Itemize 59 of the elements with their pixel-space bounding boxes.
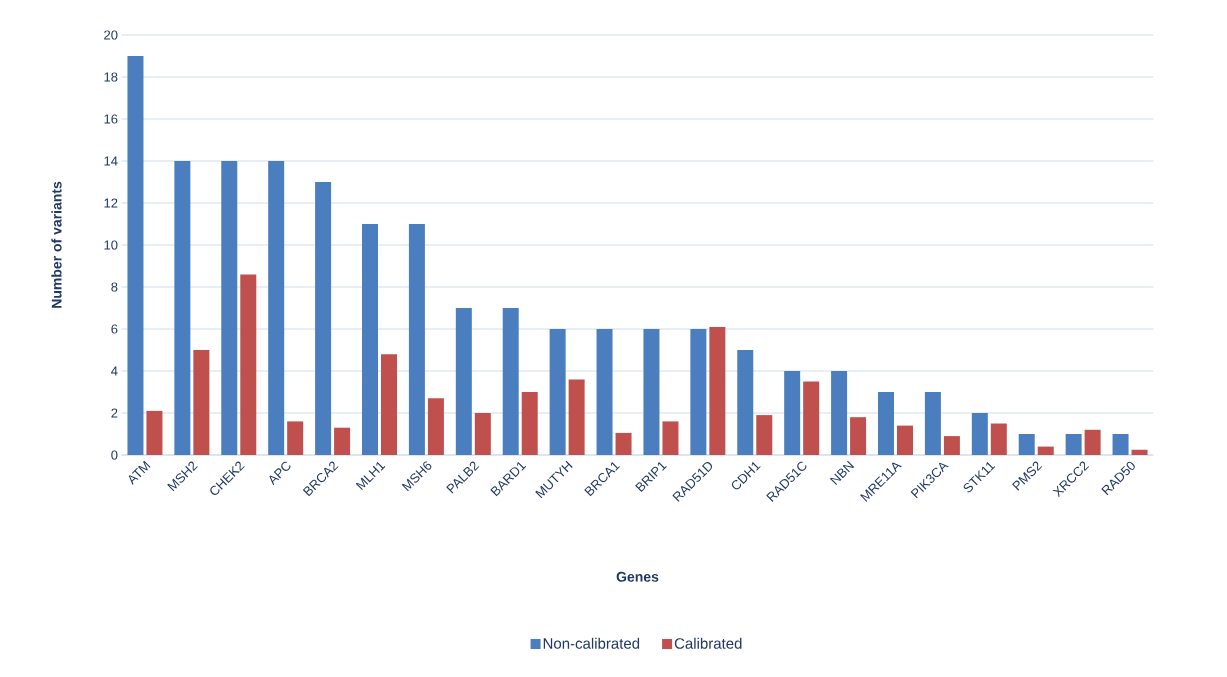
y-tick-label: 18 [104, 72, 118, 82]
bar [615, 432, 632, 455]
y-tick-label: 20 [104, 30, 118, 40]
y-tick-label: 2 [111, 408, 118, 418]
bar [221, 161, 238, 455]
y-tick-label: 8 [111, 282, 118, 292]
bar [287, 421, 304, 455]
bar [127, 56, 144, 455]
bar [831, 371, 848, 455]
y-tick-label: 6 [111, 324, 118, 334]
bar [662, 421, 679, 455]
y-tick-label: 12 [104, 198, 118, 208]
bar [1112, 434, 1129, 455]
bar [568, 379, 585, 455]
bar [502, 308, 519, 455]
bar [1037, 446, 1054, 455]
bar [427, 398, 444, 455]
y-tick-label: 0 [111, 450, 118, 460]
bar [643, 329, 660, 455]
bar [334, 427, 351, 455]
bar [897, 425, 913, 455]
x-axis-title: Genes [616, 571, 659, 582]
bar [784, 371, 801, 455]
bar [943, 436, 960, 455]
bar [549, 329, 566, 455]
bar [924, 392, 941, 455]
bar [521, 392, 538, 455]
bar [877, 392, 894, 455]
bar [240, 274, 257, 455]
legend-label: Non-calibrated [543, 637, 640, 649]
bar [1084, 429, 1101, 455]
bar [474, 413, 491, 455]
bar [362, 224, 378, 455]
bar [596, 329, 613, 455]
y-tick-label: 10 [104, 240, 118, 250]
bar [737, 350, 754, 455]
bar [709, 326, 726, 455]
y-tick-label: 4 [111, 366, 118, 376]
bar [756, 415, 773, 455]
bar [990, 423, 1007, 455]
bar [408, 224, 425, 455]
bar [268, 161, 285, 455]
bar [850, 417, 867, 455]
y-tick-label: 14 [104, 156, 118, 166]
bar [1018, 434, 1035, 455]
y-axis-title: Number of variants [51, 181, 62, 308]
bar [315, 182, 332, 455]
bar [1065, 434, 1082, 455]
bar [174, 161, 191, 455]
bar [803, 381, 820, 455]
bar [690, 329, 707, 455]
bar [146, 410, 163, 455]
bar [971, 413, 988, 455]
bar [381, 354, 397, 455]
bar [1131, 449, 1148, 455]
bar [193, 350, 210, 455]
y-tick-label: 16 [104, 114, 118, 124]
bar [455, 308, 472, 455]
legend-label: Calibrated [674, 637, 742, 649]
